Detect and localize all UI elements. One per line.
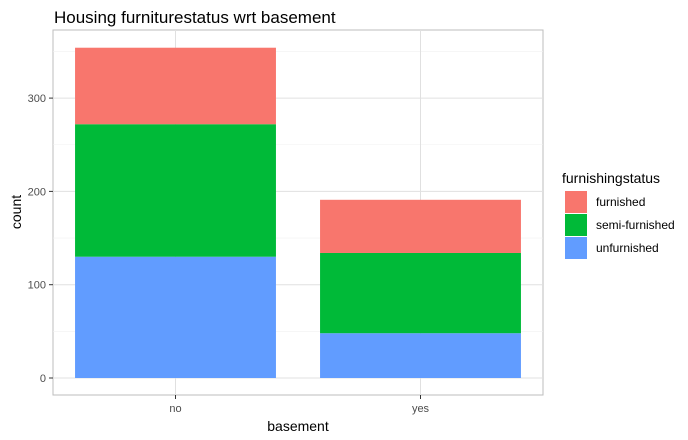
legend-label-unfurnished: unfurnished xyxy=(596,241,659,255)
x-axis-title: basement xyxy=(267,418,329,434)
legend-title: furnishingstatus xyxy=(562,170,660,186)
x-tick-label: yes xyxy=(412,403,430,415)
y-axis-title: count xyxy=(8,195,24,229)
chart-title: Housing furniturestatus wrt basement xyxy=(54,8,336,27)
legend-key-furnished xyxy=(565,191,587,213)
bar-unfurnished-yes xyxy=(320,333,521,378)
legend-label-furnished: furnished xyxy=(596,195,645,209)
bars xyxy=(75,47,521,378)
bar-furnished-yes xyxy=(320,199,521,253)
y-tick-label: 200 xyxy=(28,186,46,198)
y-axis-ticks: 0 100 200 300 xyxy=(28,93,53,385)
legend-key-semi-furnished xyxy=(565,214,587,236)
y-tick-label: 0 xyxy=(40,373,46,385)
bar-furnished-no xyxy=(75,47,276,125)
y-tick-label: 300 xyxy=(28,93,46,105)
bar-semi-furnished-no xyxy=(75,124,276,257)
bar-semi-furnished-yes xyxy=(320,252,521,334)
legend-label-semi-furnished: semi-furnished xyxy=(596,218,675,232)
y-tick-label: 100 xyxy=(28,280,46,292)
legend-key-unfurnished xyxy=(565,237,587,259)
bar-unfurnished-no xyxy=(75,256,276,378)
legend: furnishingstatus furnished semi-furnished… xyxy=(562,170,675,259)
x-axis-ticks: no yes xyxy=(169,395,430,415)
x-tick-label: no xyxy=(169,403,181,415)
